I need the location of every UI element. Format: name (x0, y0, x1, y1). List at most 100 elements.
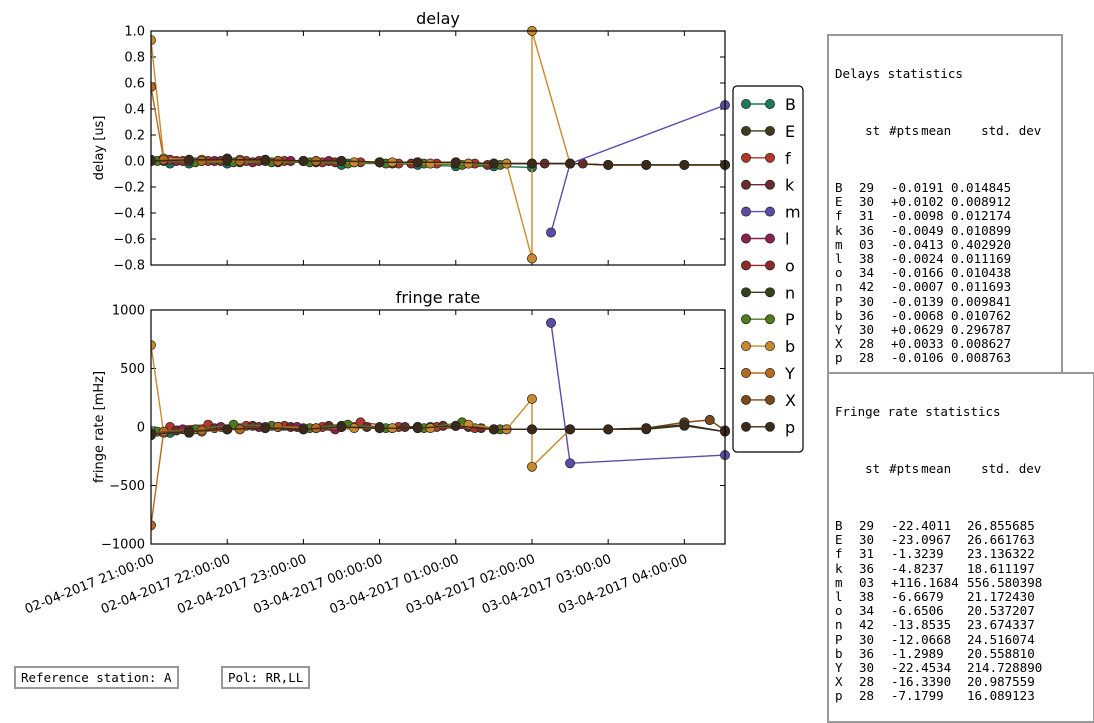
data-point-Y (158, 154, 169, 165)
data-point-p (603, 159, 614, 170)
delay_stats-row: n 42 -0.0007 0.011693 (835, 279, 1012, 295)
data-point-p (450, 420, 461, 431)
data-point-p (222, 154, 233, 165)
delay_stats-row: Y 30 +0.0629 0.296787 (835, 322, 1012, 338)
data-point-p (641, 423, 652, 434)
delay_stats-row: f 31 -0.0098 0.012174 (835, 208, 1012, 224)
legend-label: p (785, 418, 795, 437)
x-tick-label: 02-04-2017 23:00:00 (175, 552, 309, 618)
data-point-X (704, 415, 715, 425)
legend-marker (765, 314, 775, 325)
y-tick-label: −0.8 (113, 259, 145, 274)
legend-marker (765, 394, 775, 405)
figure-canvas: delay delay [us] 1.0 0.8 0.6 0.4 0.2 0.0 −0.2 −0.… (23, 9, 804, 618)
legend-marker (765, 287, 775, 298)
fringe_stats-row: l 38 -6.6679 21.172430 (835, 589, 1035, 605)
data-point-p (298, 424, 309, 435)
data-point-p (527, 158, 537, 169)
delay-panel: delay delay [us] 1.0 0.8 0.6 0.4 0.2 0.0 −0.2 −0.… (92, 9, 730, 274)
fringe_stats-row: Y 30 -22.4534 214.728890 (835, 660, 1043, 676)
legend-marker (741, 179, 751, 190)
legend-marker (765, 341, 775, 352)
plot-frame (150, 30, 726, 266)
fringe_stats-row: b 36 -1.2989 20.558810 (835, 645, 1035, 661)
series-line-Y (151, 426, 317, 526)
data-point-b (349, 157, 360, 168)
reference-station-box: Reference station: A (14, 666, 179, 689)
data-point-p (565, 424, 576, 435)
data-point-p (527, 424, 537, 435)
legend-label: E (785, 122, 795, 141)
fringe_stats-row: B 29 -22.4011 26.855685 (835, 518, 1035, 534)
delay-statistics-box: Delays statistics st #pts mean std. dev B 29… (827, 34, 1063, 385)
legend-marker (741, 314, 751, 325)
y-tick-label: 500 (120, 362, 145, 377)
legend-label: X (785, 391, 796, 410)
legend-label: k (785, 176, 795, 195)
legend-label: n (785, 283, 795, 302)
series-line-p (151, 423, 726, 435)
delay_stats-row: p 28 -0.0106 0.008763 (835, 350, 1012, 366)
legend-marker (765, 125, 775, 136)
data-point-p (260, 423, 271, 434)
legend-label: f (785, 149, 791, 168)
data-point-p (374, 423, 385, 434)
data-point-p (641, 159, 652, 170)
data-point-p (679, 159, 690, 170)
data-point-p (151, 156, 156, 166)
data-point-p (679, 419, 690, 430)
x-tick-label: 03-04-2017 01:00:00 (328, 552, 462, 618)
data-point-p (412, 157, 423, 168)
plot-frame (150, 309, 726, 545)
x-tick-label: 03-04-2017 00:00:00 (251, 552, 385, 618)
y-tick-label: −500 (109, 479, 145, 494)
y-tick-label: 0.0 (124, 155, 145, 170)
series-line-Y (151, 86, 317, 162)
series-line-b (151, 30, 725, 259)
legend-marker (765, 179, 775, 190)
series-line-p (151, 158, 725, 166)
delay_stats-row: P 30 -0.0139 0.009841 (835, 293, 1012, 309)
y-tick-label: 0 (137, 421, 145, 436)
data-point-b (527, 393, 537, 404)
data-point-p (488, 158, 499, 169)
y-tick-label: 0.2 (124, 129, 145, 144)
legend-marker (741, 341, 751, 352)
legend-marker (741, 233, 751, 244)
legend-marker (741, 99, 751, 109)
x-tick-label: 02-04-2017 22:00:00 (99, 552, 233, 618)
series-line-P (157, 421, 501, 433)
legend-label: Y (784, 364, 795, 383)
y-tick-label: 0.8 (124, 51, 145, 66)
data-point-b (527, 461, 537, 472)
y-tick-label: 0.4 (124, 103, 145, 118)
data-point-p (336, 156, 347, 166)
y-tick-label: 0.6 (124, 77, 145, 92)
legend-label: B (785, 95, 796, 114)
fringe_stats-row: P 30 -12.0668 24.516074 (835, 631, 1035, 647)
legend-marker (765, 152, 775, 163)
series-line-m (550, 322, 726, 465)
delay-stats-header: st #pts mean std. dev (865, 123, 1042, 139)
data-point-p (603, 424, 614, 435)
x-tick-label: 03-04-2017 03:00:00 (480, 552, 614, 618)
fringe-statistics-box: Fringe rate statistics st #pts mean std. de… (827, 372, 1094, 723)
data-point-b (463, 158, 474, 169)
x-tick-label: 03-04-2017 04:00:00 (556, 552, 690, 618)
data-point-p (374, 157, 385, 168)
data-point-p (450, 157, 461, 168)
data-point-Y (151, 520, 156, 531)
fringe_stats-row: k 36 -4.8237 18.611197 (835, 560, 1035, 576)
fringe_stats-row: f 31 -1.3239 23.136322 (835, 546, 1035, 562)
legend-marker (765, 260, 775, 271)
delay_stats-row: o 34 -0.0166 0.010438 (835, 265, 1012, 281)
series-line-m (550, 104, 726, 233)
data-point-Y (234, 156, 245, 166)
fringe-stats-header: st #pts mean std. dev (865, 461, 1042, 477)
panel-title: fringe rate (396, 288, 480, 307)
y-tick-label: 1000 (112, 304, 145, 319)
delay_stats-row: E 30 +0.0102 0.008912 (835, 194, 1012, 210)
legend-marker (741, 260, 751, 271)
polarization-box: Pol: RR,LL (221, 666, 311, 689)
series-group (151, 317, 730, 531)
